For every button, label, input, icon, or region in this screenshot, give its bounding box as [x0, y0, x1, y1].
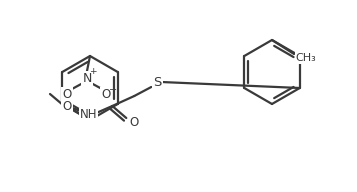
Text: O: O	[130, 116, 139, 128]
Text: NH: NH	[80, 108, 97, 122]
Text: O: O	[62, 99, 72, 113]
Text: O: O	[62, 88, 72, 100]
Text: S: S	[153, 76, 161, 89]
Text: −: −	[109, 85, 117, 95]
Text: CH₃: CH₃	[296, 53, 316, 63]
Text: +: +	[89, 68, 97, 76]
Text: N: N	[82, 71, 92, 84]
Text: O: O	[101, 88, 111, 100]
